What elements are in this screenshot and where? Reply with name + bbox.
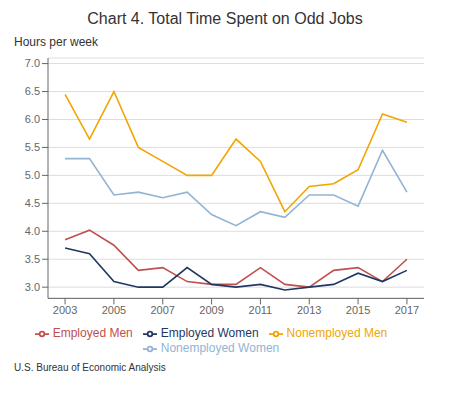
svg-text:3.5: 3.5 (25, 253, 40, 265)
svg-text:2003: 2003 (53, 304, 77, 316)
svg-text:2017: 2017 (395, 304, 419, 316)
svg-text:4.5: 4.5 (25, 197, 40, 209)
html-text:Nonemployed Women: Nonemployed Women (160, 341, 280, 356)
html-text:Employed Women: Employed Women (160, 326, 259, 341)
html-text:Nonemployed Men: Nonemployed Men (286, 326, 388, 341)
svg-text:3.0: 3.0 (25, 281, 40, 293)
svg-text:2011: 2011 (249, 304, 273, 316)
html-text:Hours per week: Hours per week (14, 35, 98, 49)
svg-text:6.5: 6.5 (25, 85, 40, 97)
svg-text:4.0: 4.0 (25, 225, 40, 237)
svg-text:7.0: 7.0 (25, 57, 40, 69)
svg-text:2013: 2013 (297, 304, 321, 316)
html-text:U.S. Bureau of Economic Analys: U.S. Bureau of Economic Analysis (14, 362, 166, 373)
svg-text:2007: 2007 (151, 304, 175, 316)
html-text:Chart 4. Total Time Spent on O: Chart 4. Total Time Spent on Odd Jobs (87, 10, 363, 27)
svg-text:6.0: 6.0 (25, 113, 40, 125)
svg-text:2009: 2009 (199, 304, 223, 316)
svg-text:5.0: 5.0 (25, 169, 40, 181)
html-text:Employed Men: Employed Men (52, 326, 133, 341)
svg-text:5.5: 5.5 (25, 141, 40, 153)
svg-text:2015: 2015 (346, 304, 370, 316)
svg-text:2005: 2005 (102, 304, 126, 316)
